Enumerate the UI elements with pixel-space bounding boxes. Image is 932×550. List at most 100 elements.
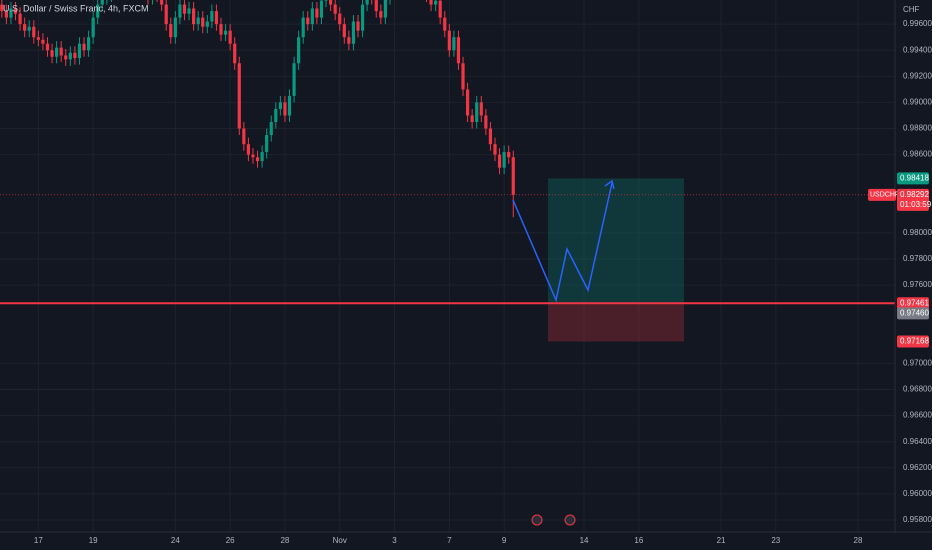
candle-body	[13, 8, 18, 14]
alert-label-box	[897, 307, 929, 320]
arrow-head	[604, 179, 615, 190]
candle-body	[301, 17, 305, 38]
candle-body	[507, 152, 511, 158]
y-tick-label: 0.98000	[903, 228, 932, 237]
y-tick-label: 0.98800	[903, 124, 932, 133]
x-tick-label: 24	[171, 536, 180, 545]
y-tick-label: 0.96800	[903, 385, 932, 394]
candle-body	[4, 11, 8, 18]
candle-body	[82, 43, 86, 51]
candle-body	[434, 0, 438, 5]
candle-body	[379, 11, 383, 18]
candle-body	[246, 144, 251, 155]
axis: 0.99600 0.99400 0.99200 0.99000 0.98800 0.986…	[34, 19, 932, 545]
candle-body	[287, 95, 292, 116]
y-tick-label: 0.99000	[903, 98, 932, 107]
candle-body	[260, 152, 264, 162]
candle-body	[493, 144, 497, 155]
candle-body	[219, 24, 223, 35]
candle-body	[18, 13, 22, 25]
candle-body	[0, 4, 4, 12]
x-tick-label: 26	[226, 536, 235, 545]
position-tool	[548, 178, 684, 342]
candle-body	[278, 102, 282, 109]
y-tick-label: 0.96600	[903, 411, 932, 420]
candle-body	[23, 24, 27, 31]
candle-body	[242, 128, 246, 145]
candle-body	[292, 63, 296, 96]
candle-body	[429, 0, 433, 5]
event-icon	[531, 514, 543, 526]
chart-title: U.S. Dollar / Swiss Franc, 4h, FXCM	[3, 3, 149, 13]
last-price-label: 0.98292	[900, 190, 929, 199]
candle-body	[475, 102, 479, 123]
candle-body	[456, 37, 461, 64]
countdown-label: 01:03:59	[900, 200, 932, 209]
entry-label: 0.97461	[900, 298, 929, 307]
y-tick-label: 0.99200	[903, 71, 932, 80]
candle-body	[461, 63, 465, 90]
candle-body	[329, 0, 333, 5]
candle-body	[374, 0, 378, 12]
x-tick-label: 28	[280, 536, 289, 545]
candle-body	[196, 17, 200, 25]
currency-label: CHF	[903, 5, 920, 14]
candle-body	[360, 4, 365, 31]
target-label-box	[897, 172, 929, 185]
y-tick-label: 0.98600	[903, 150, 932, 159]
x-tick-label: 28	[854, 536, 863, 545]
symbol-box	[868, 188, 896, 201]
candle-body	[237, 63, 241, 129]
candle-body	[479, 102, 483, 116]
candle-body	[356, 21, 360, 31]
candle-body	[36, 37, 40, 40]
candle-body	[169, 24, 173, 38]
x-tick-label: 7	[447, 536, 452, 545]
stop-label: 0.97168	[900, 337, 929, 346]
candle-body	[497, 154, 502, 168]
candle-body	[228, 30, 232, 44]
candle-body	[210, 11, 214, 22]
event-icon	[564, 514, 576, 526]
candle-body	[338, 13, 342, 25]
y-tick-label: 0.96000	[903, 489, 932, 498]
alert-label: 0.97460	[900, 308, 929, 317]
candle-body	[315, 8, 319, 18]
candle-body	[342, 24, 346, 38]
candle-body	[511, 157, 515, 195]
candle-body	[251, 154, 255, 158]
target-label: 0.98418	[900, 173, 929, 182]
x-tick-label: 19	[89, 536, 98, 545]
candle-body	[324, 0, 328, 1]
candle-body	[365, 0, 369, 5]
candle-body	[351, 21, 356, 44]
y-tick-label: 0.97000	[903, 359, 932, 368]
entry-label-box	[897, 297, 929, 310]
candle-body	[27, 26, 31, 31]
candle-body	[192, 8, 196, 25]
candle-body	[32, 26, 36, 38]
candle-body	[187, 8, 191, 14]
price-lines	[0, 194, 895, 305]
candle-body	[265, 135, 269, 153]
candle-body	[443, 17, 447, 31]
candle-body	[77, 43, 82, 59]
candle-body	[347, 37, 351, 44]
y-tick-label: 0.99400	[903, 45, 932, 54]
candle-body	[319, 0, 324, 18]
x-tick-label: 14	[580, 536, 589, 545]
grid	[0, 0, 895, 532]
candle-body	[383, 0, 387, 18]
candle-body	[255, 157, 260, 162]
candle-body	[160, 0, 164, 5]
candle-body	[45, 43, 50, 51]
x-tick-label: 16	[634, 536, 643, 545]
profit-zone	[548, 178, 684, 304]
candle-body	[223, 30, 228, 35]
candle-body	[306, 17, 310, 25]
candle-body	[269, 122, 273, 136]
candle-body	[201, 17, 205, 27]
candle-body	[91, 17, 95, 38]
candle-body	[214, 11, 219, 25]
